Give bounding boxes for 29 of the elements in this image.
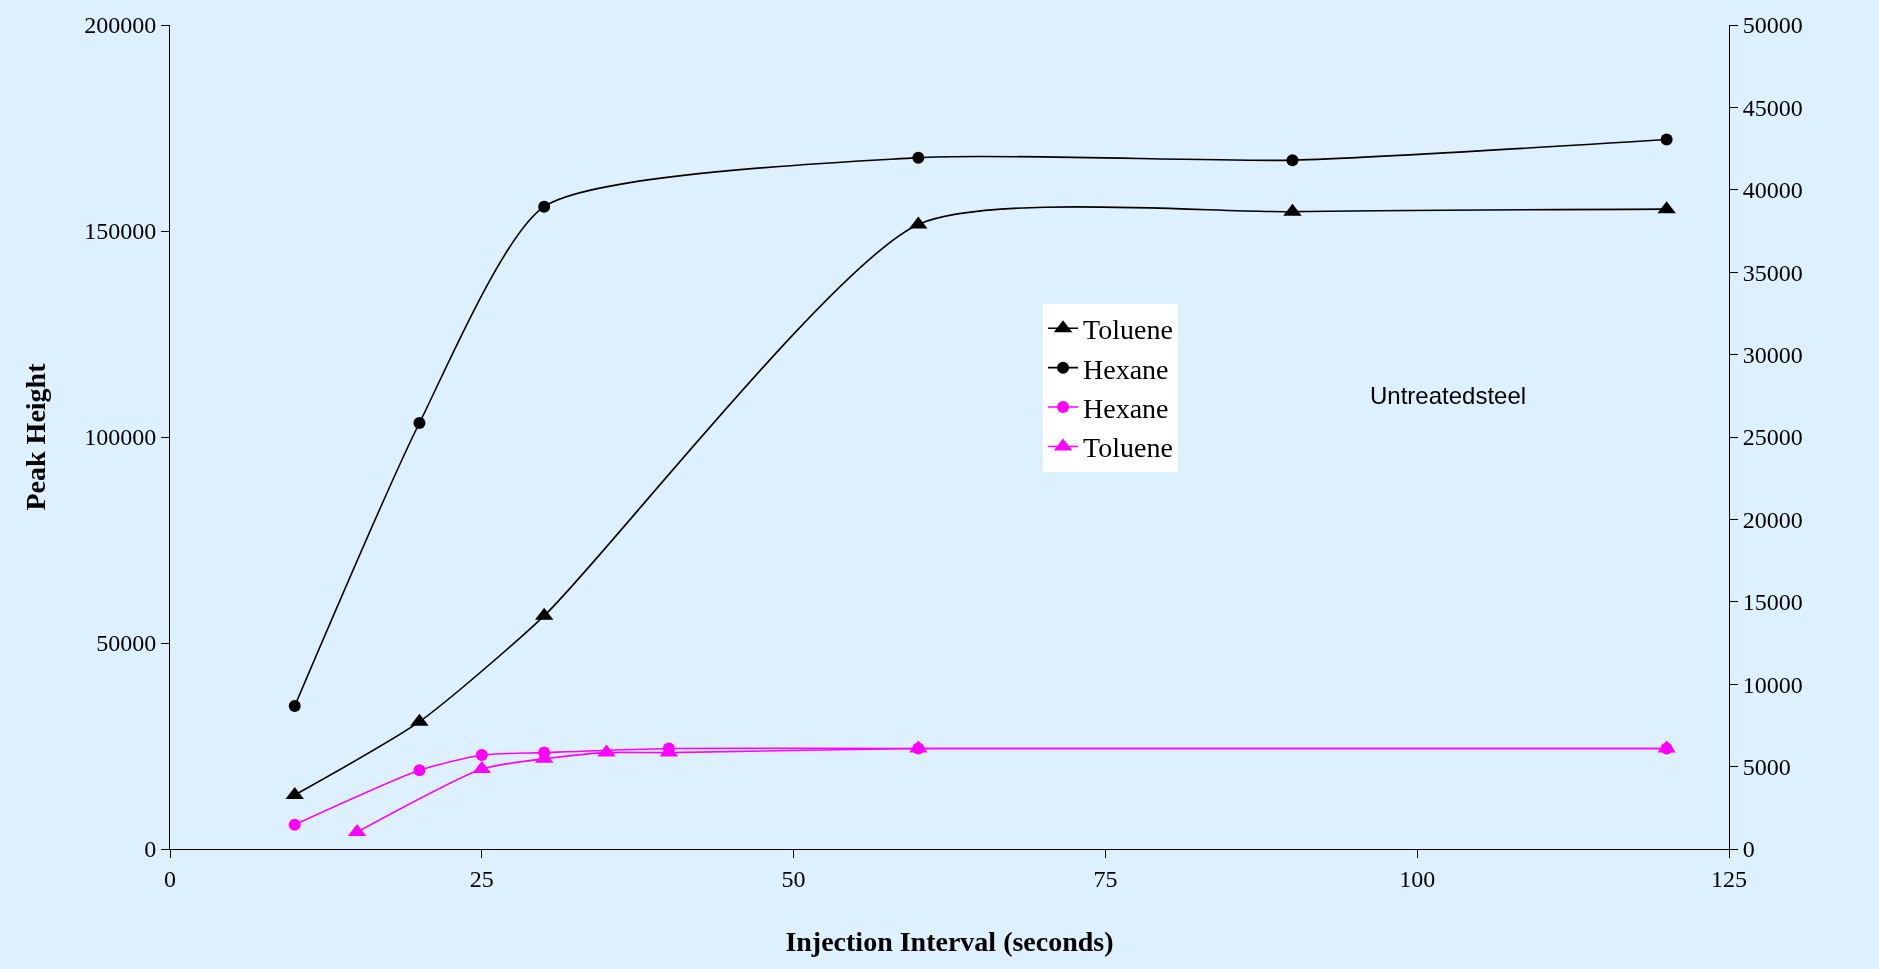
y2-tick-label: 40000 xyxy=(1742,177,1803,204)
x-tick-label: 50 xyxy=(781,865,806,892)
y-tick-label: 150000 xyxy=(84,218,157,245)
y2-tick-label: 5000 xyxy=(1742,754,1791,780)
y2-tick-label: 30000 xyxy=(1742,342,1803,368)
y2-tick-label: 50000 xyxy=(1742,12,1803,39)
y-tick-label: 100000 xyxy=(84,424,157,451)
x-tick-label: 25 xyxy=(469,865,494,892)
y2-tick-label: 15000 xyxy=(1742,589,1803,616)
annotation: Untreatedsteel xyxy=(1370,382,1527,409)
y-tick-label: 0 xyxy=(144,836,157,863)
legend-label: Toluene xyxy=(1083,432,1173,464)
legend-label: Hexane xyxy=(1083,353,1169,385)
legend-label: Hexane xyxy=(1083,392,1169,424)
y2-tick-label: 0 xyxy=(1742,836,1755,863)
y2-tick-label: 45000 xyxy=(1742,94,1803,121)
y-tick-label: 200000 xyxy=(84,12,157,39)
x-tick-label: 100 xyxy=(1399,865,1436,892)
y2-tick-label: 35000 xyxy=(1742,259,1803,286)
x-tick-label: 75 xyxy=(1093,865,1118,892)
y2-tick-label: 10000 xyxy=(1742,671,1803,698)
y-axis-title: Peak Height xyxy=(19,362,51,511)
y2-tick-label: 20000 xyxy=(1742,506,1803,533)
y2-tick-label: 25000 xyxy=(1742,424,1803,451)
x-tick-label: 125 xyxy=(1711,865,1747,892)
legend-label: Toluene xyxy=(1083,314,1173,346)
x-axis-title: Injection Interval (seconds) xyxy=(785,925,1114,957)
y-tick-label: 50000 xyxy=(96,630,157,657)
x-tick-label: 0 xyxy=(164,865,176,892)
